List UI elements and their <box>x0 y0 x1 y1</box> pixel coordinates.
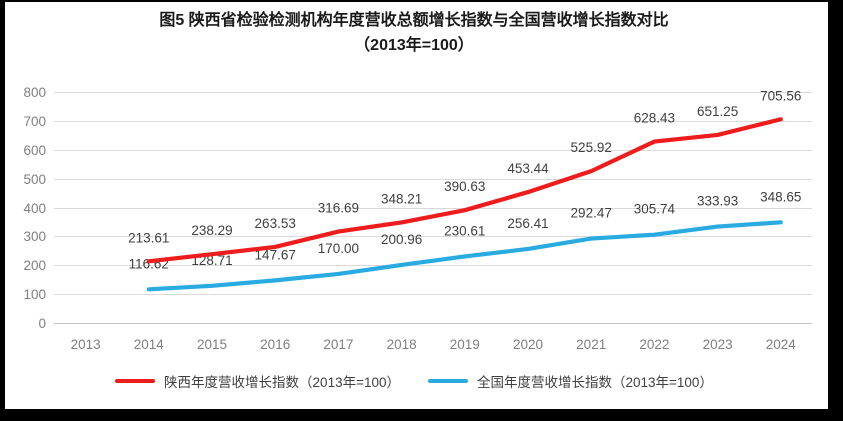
legend-line-sample-national <box>428 378 468 384</box>
legend-item-shaanxi: 陕西年度营收增长指数（2013年=100） <box>115 371 400 391</box>
x-axis-tick-labels: 2013 2014 2015 2016 2017 2018 2019 2020 2021 2022… <box>71 337 797 352</box>
x-tick-label: 2024 <box>766 337 797 352</box>
chart-title: 图5 陕西省检验检测机构年度营收总额增长指数与全国营收增长指数对比 （2013年… <box>0 9 828 59</box>
y-tick-label: 500 <box>23 172 46 187</box>
data-label: 316.69 <box>318 201 359 216</box>
x-tick-label: 2020 <box>513 337 543 352</box>
data-label: 525.92 <box>571 140 612 155</box>
legend-item-national: 全国年度营收增长指数（2013年=100） <box>428 371 713 391</box>
data-label: 256.41 <box>507 216 548 231</box>
data-label: 238.29 <box>191 223 232 238</box>
data-label: 453.44 <box>507 161 549 176</box>
series-line-1 <box>146 220 783 292</box>
frame-border-top <box>0 0 843 2</box>
legend-label-national: 全国年度营收增长指数（2013年=100） <box>477 375 713 390</box>
x-tick-label: 2014 <box>134 337 165 352</box>
y-axis-tick-labels: 0 100 200 300 400 500 600 700 800 <box>23 85 46 331</box>
y-tick-label: 800 <box>23 85 46 100</box>
x-tick-label: 2015 <box>197 337 227 352</box>
data-label: 263.53 <box>255 216 296 231</box>
legend-line-sample-shaanxi <box>115 378 156 384</box>
frame-border-bottom <box>0 409 843 421</box>
legend-label-shaanxi: 陕西年度营收增长指数（2013年=100） <box>164 375 400 390</box>
y-tick-label: 300 <box>23 229 46 244</box>
data-label: 305.74 <box>634 202 676 217</box>
x-tick-label: 2016 <box>260 337 290 352</box>
frame-border-right <box>828 0 843 421</box>
data-label: 230.61 <box>444 223 485 238</box>
series-data-labels-0: 213.61 238.29 263.53 316.69 348.21 390.63 453.… <box>128 88 801 245</box>
x-tick-label: 2018 <box>387 337 417 352</box>
x-tick-label: 2019 <box>450 337 480 352</box>
x-tick-label: 2017 <box>323 337 353 352</box>
chart-legend: 陕西年度营收增长指数（2013年=100） 全国年度营收增长指数（2013年=1… <box>0 371 828 391</box>
data-label: 348.21 <box>381 191 422 206</box>
x-tick-label: 2013 <box>71 337 101 352</box>
y-tick-label: 600 <box>23 143 46 158</box>
data-label: 213.61 <box>128 230 169 245</box>
chart-title-line1: 图5 陕西省检验检测机构年度营收总额增长指数与全国营收增长指数对比 <box>159 12 669 29</box>
y-tick-label: 0 <box>38 316 46 331</box>
frame-border-left <box>0 0 5 421</box>
y-tick-label: 400 <box>23 201 46 216</box>
x-tick-label: 2023 <box>703 337 733 352</box>
data-label: 147.67 <box>255 247 296 262</box>
x-tick-label: 2021 <box>576 337 606 352</box>
data-label: 628.43 <box>634 111 675 126</box>
data-label: 390.63 <box>444 179 485 194</box>
data-label: 651.25 <box>697 104 738 119</box>
data-label: 705.56 <box>760 88 801 103</box>
chart-title-line2: （2013年=100） <box>354 36 474 54</box>
series-line-0 <box>146 117 783 264</box>
data-label: 200.96 <box>381 232 422 247</box>
data-label: 348.65 <box>760 189 801 204</box>
data-label: 292.47 <box>571 206 612 221</box>
gridlines <box>54 92 812 324</box>
data-label: 333.93 <box>697 194 738 209</box>
data-label: 170.00 <box>318 241 359 256</box>
y-tick-label: 100 <box>23 287 46 302</box>
x-tick-label: 2022 <box>639 337 669 352</box>
y-tick-label: 700 <box>23 114 46 129</box>
y-tick-label: 200 <box>23 258 46 273</box>
